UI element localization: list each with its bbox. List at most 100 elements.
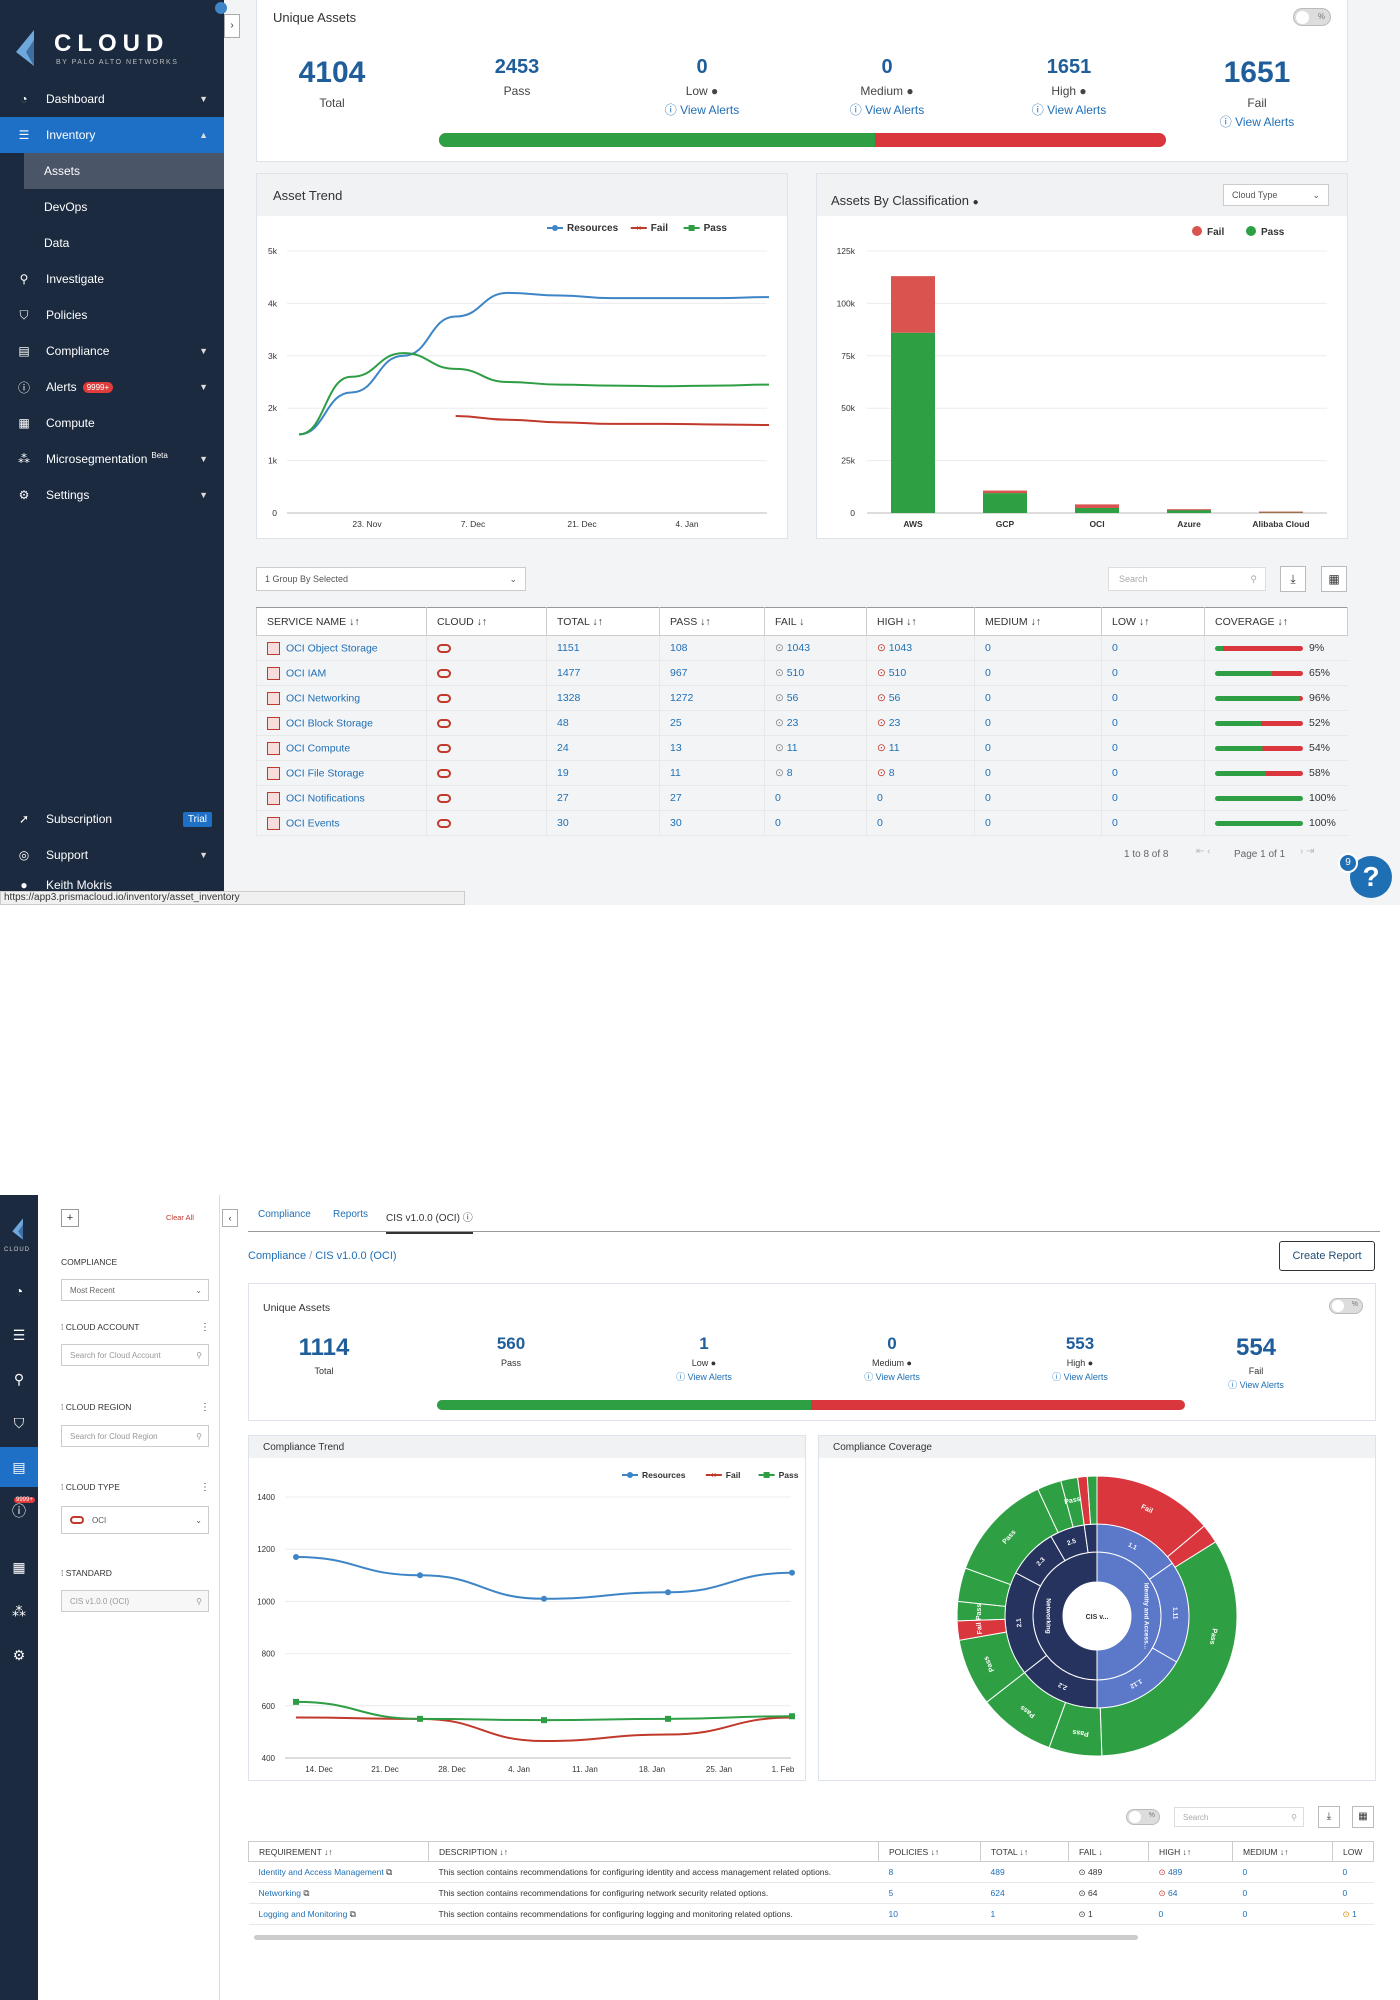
legend-item[interactable]: Fail [1192, 226, 1224, 238]
high-cell[interactable]: ⊙ 510 [866, 660, 975, 686]
total-cell[interactable]: 30 [546, 810, 660, 836]
external-link-icon[interactable]: ⧉ [386, 1866, 393, 1877]
legend-item[interactable]: Resources [622, 1470, 686, 1480]
fail-cell[interactable]: ⊙ 23 [764, 710, 867, 736]
nav-subscription[interactable]: ➚ Subscription Trial [0, 801, 224, 837]
high-cell[interactable]: ⊙ 8 [866, 760, 975, 786]
fail-cell[interactable]: ⊙ 64 [1068, 1882, 1149, 1904]
nav-alerts[interactable]: ⓘ Alerts 9999+ ▼ [0, 369, 224, 405]
legend-item[interactable]: Pass [1246, 226, 1285, 238]
requirement-cell[interactable]: Identity and Access Management ⧉ [248, 1861, 429, 1883]
filter-cloud-region-input[interactable]: Search for Cloud Region ⚲ [61, 1425, 209, 1447]
fail-cell[interactable]: 0 [764, 785, 867, 811]
total-cell[interactable]: 1 [980, 1903, 1069, 1925]
low-cell[interactable]: 0 [1101, 635, 1205, 661]
medium-cell[interactable]: 0 [974, 660, 1102, 686]
col-fail[interactable]: FAIL ↓ [764, 607, 867, 636]
data-point[interactable] [789, 1713, 795, 1720]
filter-cloud-type-select[interactable]: OCI ⌄ [61, 1506, 209, 1534]
high-cell[interactable]: ⊙ 489 [1148, 1861, 1233, 1883]
view-alerts-link[interactable]: ⓘ View Alerts [1035, 1370, 1125, 1383]
nav-support[interactable]: ◎ Support ▼ [0, 837, 224, 873]
view-alerts-link[interactable]: ⓘ View Alerts [1211, 1378, 1301, 1391]
requirement-link[interactable]: Networking [258, 1887, 302, 1898]
col-medium[interactable]: MEDIUM ↓↑ [1232, 1841, 1333, 1862]
percentage-toggle[interactable]: % [1293, 8, 1331, 26]
sunburst-center[interactable] [1064, 1583, 1130, 1649]
columns-button[interactable]: ▦ [1352, 1806, 1374, 1828]
bar-fail[interactable] [1075, 504, 1119, 508]
data-point[interactable] [665, 1589, 671, 1596]
search-input[interactable]: Search ⚲ [1174, 1807, 1304, 1827]
low-cell[interactable]: 0 [1332, 1882, 1374, 1904]
bar-pass[interactable] [1167, 509, 1211, 513]
more-icon[interactable]: ⋮ [200, 1482, 210, 1493]
inventory-icon[interactable]: ☰ [12, 1326, 26, 1343]
pagination-next[interactable]: › ⇥ [1300, 846, 1315, 857]
cloud-type-select[interactable]: Cloud Type ⌄ [1223, 184, 1329, 206]
nav-compute[interactable]: ▦ Compute [0, 405, 224, 441]
high-cell[interactable]: 0 [866, 785, 975, 811]
medium-cell[interactable]: 0 [1232, 1861, 1333, 1883]
low-cell[interactable]: 0 [1101, 685, 1205, 711]
col-policies[interactable]: POLICIES ↓↑ [878, 1841, 981, 1862]
view-alerts-link[interactable]: ⓘ View Alerts [647, 101, 757, 118]
sunburst-segment[interactable] [1086, 1475, 1098, 1525]
low-cell[interactable]: 0 [1101, 810, 1205, 836]
legend-item[interactable]: Pass [683, 223, 728, 234]
view-alerts-link[interactable]: ⓘ View Alerts [1197, 113, 1317, 130]
policies-cell[interactable]: 5 [878, 1882, 981, 1904]
service-name-cell[interactable]: OCI Object Storage [256, 635, 427, 661]
dashboard-icon[interactable]: ◔ [14, 1283, 24, 1299]
low-cell[interactable]: 0 [1101, 785, 1205, 811]
collapse-sidebar-button[interactable]: › [224, 14, 240, 38]
service-name[interactable]: OCI IAM [286, 666, 327, 679]
filter-standard-input[interactable]: CIS v1.0.0 (OCI) ⚲ [61, 1590, 209, 1612]
pass-cell[interactable]: 25 [659, 710, 765, 736]
service-name-cell[interactable]: OCI Networking [256, 685, 427, 711]
col-description[interactable]: DESCRIPTION ↓↑ [428, 1841, 879, 1862]
low-cell[interactable]: ⊙ 1 [1332, 1903, 1374, 1925]
bar-pass[interactable] [891, 332, 935, 513]
fail-cell[interactable]: ⊙ 8 [764, 760, 867, 786]
data-point[interactable] [417, 1715, 423, 1722]
bar-fail[interactable] [891, 276, 935, 333]
bar-fail[interactable] [1259, 511, 1303, 513]
alert-icon[interactable]: ⓘ [12, 1503, 26, 1519]
table-row[interactable]: Networking ⧉ This section contains recomm… [248, 1882, 1374, 1904]
col-requirement[interactable]: REQUIREMENT ↓↑ [248, 1841, 429, 1862]
fail-cell[interactable]: ⊙ 489 [1068, 1861, 1149, 1883]
col-fail[interactable]: FAIL ↓ [1068, 1841, 1149, 1862]
pass-cell[interactable]: 30 [659, 810, 765, 836]
data-point[interactable] [541, 1717, 547, 1724]
col-high[interactable]: HIGH ↓↑ [866, 607, 975, 636]
service-name[interactable]: OCI Compute [286, 741, 351, 754]
total-cell[interactable]: 489 [980, 1861, 1069, 1883]
filter-compliance-select[interactable]: Most Recent ⌄ [61, 1279, 209, 1301]
legend-item[interactable]: × Fail [630, 223, 668, 234]
more-icon[interactable]: ⋮ [200, 1402, 210, 1413]
nav-user[interactable]: ● Keith Mokris [0, 874, 224, 896]
view-alerts-link[interactable]: ⓘ View Alerts [659, 1370, 749, 1383]
table-row[interactable]: OCI Block Storage 48 25 ⊙ 23 ⊙ 23 0 0 52% [256, 710, 1348, 736]
total-cell[interactable]: 1328 [546, 685, 660, 711]
table-row[interactable]: OCI Networking 1328 1272 ⊙ 56 ⊙ 56 0 0 96% [256, 685, 1348, 711]
fail-cell[interactable]: ⊙ 1 [1068, 1903, 1149, 1925]
data-point[interactable] [417, 1572, 423, 1579]
table-row[interactable]: OCI Object Storage 1151 108 ⊙ 1043 ⊙ 1043 0 0 9… [256, 635, 1348, 661]
col-medium[interactable]: MEDIUM ↓↑ [974, 607, 1102, 636]
tab-compliance[interactable]: Compliance [258, 1209, 311, 1220]
fail-cell[interactable]: 0 [764, 810, 867, 836]
high-cell[interactable]: 0 [1148, 1903, 1233, 1925]
table-row[interactable]: Logging and Monitoring ⧉ This section con… [248, 1903, 1374, 1925]
download-button[interactable]: ⤓ [1318, 1806, 1340, 1828]
medium-cell[interactable]: 0 [974, 685, 1102, 711]
table-row[interactable]: OCI Compute 24 13 ⊙ 11 ⊙ 11 0 0 54% [256, 735, 1348, 761]
fail-cell[interactable]: ⊙ 56 [764, 685, 867, 711]
col-low[interactable]: LOW [1332, 1841, 1374, 1862]
service-name[interactable]: OCI Notifications [286, 791, 365, 804]
pagination-prev[interactable]: ⇤ ‹ [1196, 846, 1211, 857]
subnav-devops[interactable]: DevOps [0, 189, 224, 225]
low-cell[interactable]: 0 [1101, 710, 1205, 736]
more-icon[interactable]: ⋮ [200, 1322, 210, 1333]
